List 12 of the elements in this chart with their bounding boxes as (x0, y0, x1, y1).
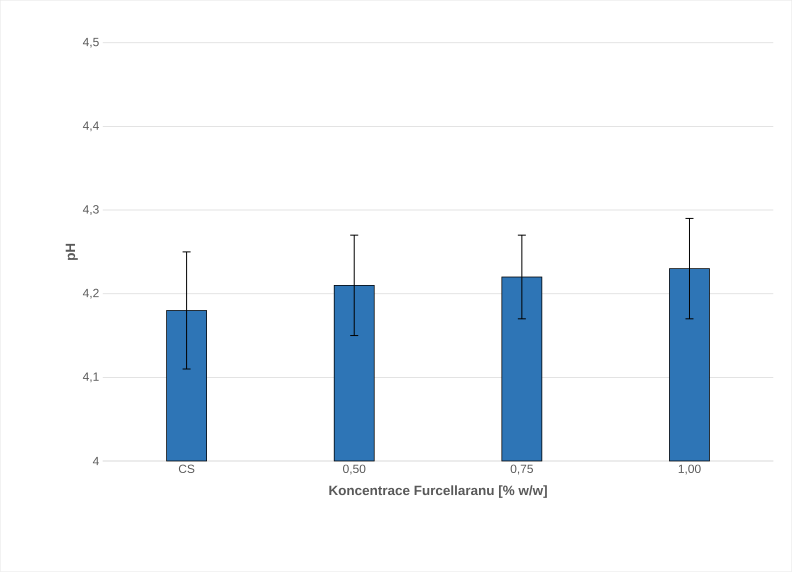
x-tick-label: CS (178, 464, 194, 474)
y-tick-label: 4 (92, 457, 99, 466)
y-tick-label: 4,3 (82, 205, 99, 216)
y-tick-label: 4,2 (82, 288, 99, 299)
y-tick-label: 4,4 (82, 122, 99, 132)
y-axis-title: pH (66, 244, 78, 260)
y-tick-label: 4,5 (82, 38, 99, 48)
x-tick-label: 0,75 (510, 464, 533, 475)
x-tick-label: 0,50 (343, 464, 366, 475)
x-axis-title: Koncentrace Furcellaranu [% w/w] (329, 485, 547, 498)
x-tick-label: 1,00 (678, 464, 701, 475)
y-tick-label: 4,1 (82, 372, 99, 382)
